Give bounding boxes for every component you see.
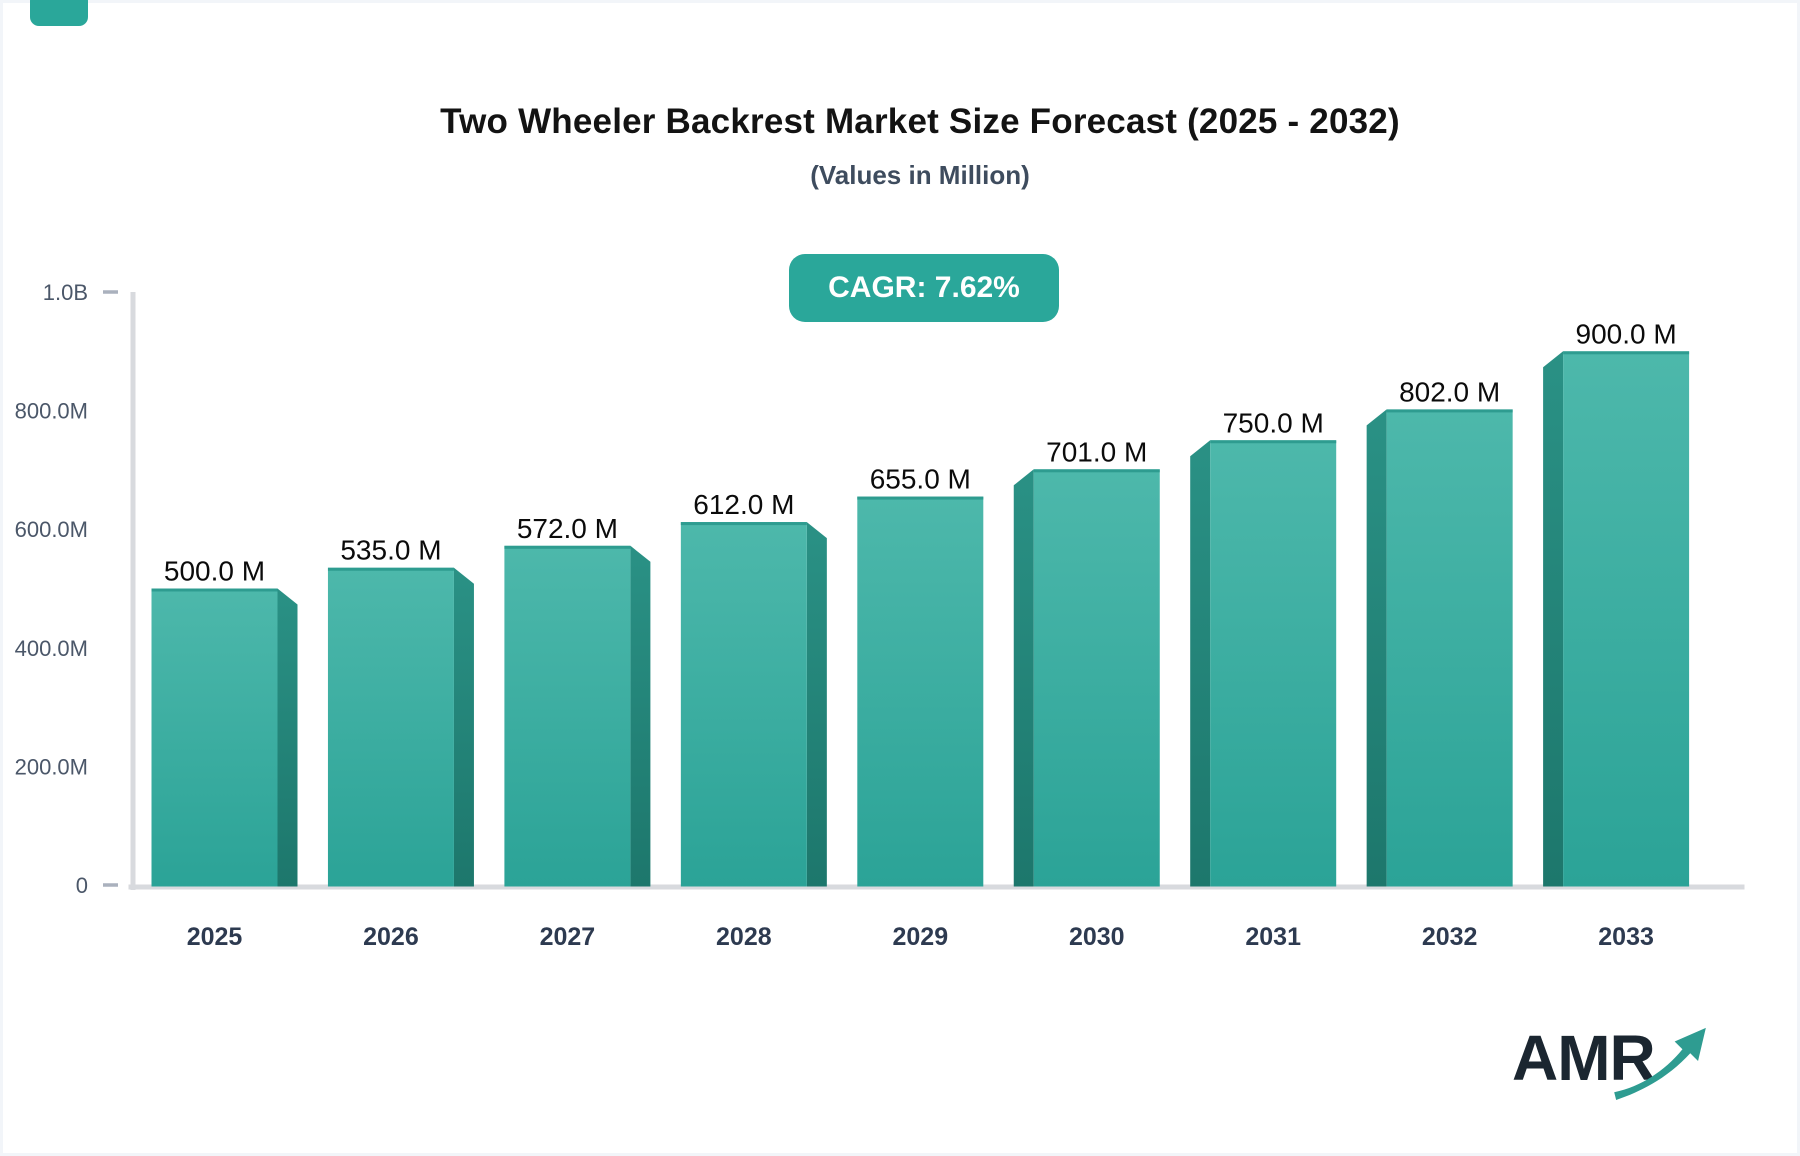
x-axis-line <box>128 884 1745 890</box>
y-axis-tick-label: 200.0M <box>15 754 88 779</box>
bar-2033 <box>1563 351 1690 887</box>
x-axis-tick-label: 2033 <box>1598 923 1654 951</box>
bar-2028 <box>680 522 807 887</box>
bar-top-edge-2030 <box>1033 469 1160 473</box>
bar-side-2027 <box>630 545 651 887</box>
x-axis-tick-label: 2029 <box>892 923 948 951</box>
bar-top-edge-2025 <box>151 588 278 592</box>
bar-2025 <box>151 588 278 887</box>
cagr-badge-label: CAGR: 7.62% <box>828 271 1020 304</box>
x-axis-tick-label: 2030 <box>1069 923 1125 951</box>
bar-side-2032 <box>1366 409 1387 887</box>
bar-top-edge-2028 <box>680 522 807 526</box>
bar-top-edge-2027 <box>504 545 631 549</box>
bar-value-label: 535.0 M <box>340 535 441 566</box>
bar-value-label: 500.0 M <box>164 556 265 587</box>
y-axis-tick-label: 400.0M <box>15 636 88 661</box>
bar-top-edge-2026 <box>327 567 454 571</box>
x-axis-tick-label: 2025 <box>187 923 243 951</box>
chart-title: Two Wheeler Backrest Market Size Forecas… <box>440 102 1400 141</box>
bar-value-label: 802.0 M <box>1399 376 1500 407</box>
amr-logo: AMR <box>1512 1026 1711 1100</box>
growth-arrow-icon <box>1613 1027 1706 1100</box>
y-axis-tick-label: 1.0B <box>43 280 88 305</box>
y-axis-tick-label: 0 <box>76 873 88 898</box>
bar-side-2028 <box>806 522 827 887</box>
bar-value-label: 655.0 M <box>870 464 971 495</box>
chart-subtitle: (Values in Million) <box>810 160 1030 190</box>
x-axis-tick-label: 2026 <box>363 923 419 951</box>
bar-2029 <box>857 496 984 887</box>
bar-side-2033 <box>1543 351 1564 887</box>
bar-side-2031 <box>1190 440 1211 887</box>
y-axis-tick-mark <box>103 883 118 887</box>
x-axis-tick-label: 2027 <box>540 923 596 951</box>
bar-value-label: 900.0 M <box>1576 318 1677 349</box>
cagr-badge: CAGR: 7.62% <box>789 254 1059 322</box>
bar-2027 <box>504 545 631 887</box>
x-axis-tick-label: 2031 <box>1245 923 1301 951</box>
bar-top-edge-2033 <box>1563 351 1690 355</box>
bar-value-label: 572.0 M <box>517 513 618 544</box>
y-axis-tick-label: 600.0M <box>15 517 88 542</box>
brand-corner-tab <box>30 0 88 26</box>
x-axis-tick-label: 2032 <box>1422 923 1478 951</box>
bar-top-edge-2032 <box>1386 409 1513 413</box>
bar-value-label: 701.0 M <box>1046 436 1147 467</box>
y-axis-tick-label: 800.0M <box>15 399 88 424</box>
bar-top-edge-2029 <box>857 496 984 500</box>
bar-2026 <box>327 567 454 887</box>
bar-2031 <box>1210 440 1337 887</box>
bar-value-label: 750.0 M <box>1223 407 1324 438</box>
amr-logo-text: AMR <box>1512 1022 1656 1094</box>
bar-value-label: 612.0 M <box>693 489 794 520</box>
x-axis-tick-label: 2028 <box>716 923 772 951</box>
bar-top-edge-2031 <box>1210 440 1337 444</box>
bar-side-2025 <box>277 588 298 887</box>
y-axis-tick-mark <box>103 290 118 294</box>
y-axis-line <box>130 292 136 890</box>
bar-2030 <box>1033 469 1160 887</box>
bar-side-2026 <box>453 567 474 887</box>
bar-side-2030 <box>1013 469 1034 887</box>
bar-2032 <box>1386 409 1513 887</box>
